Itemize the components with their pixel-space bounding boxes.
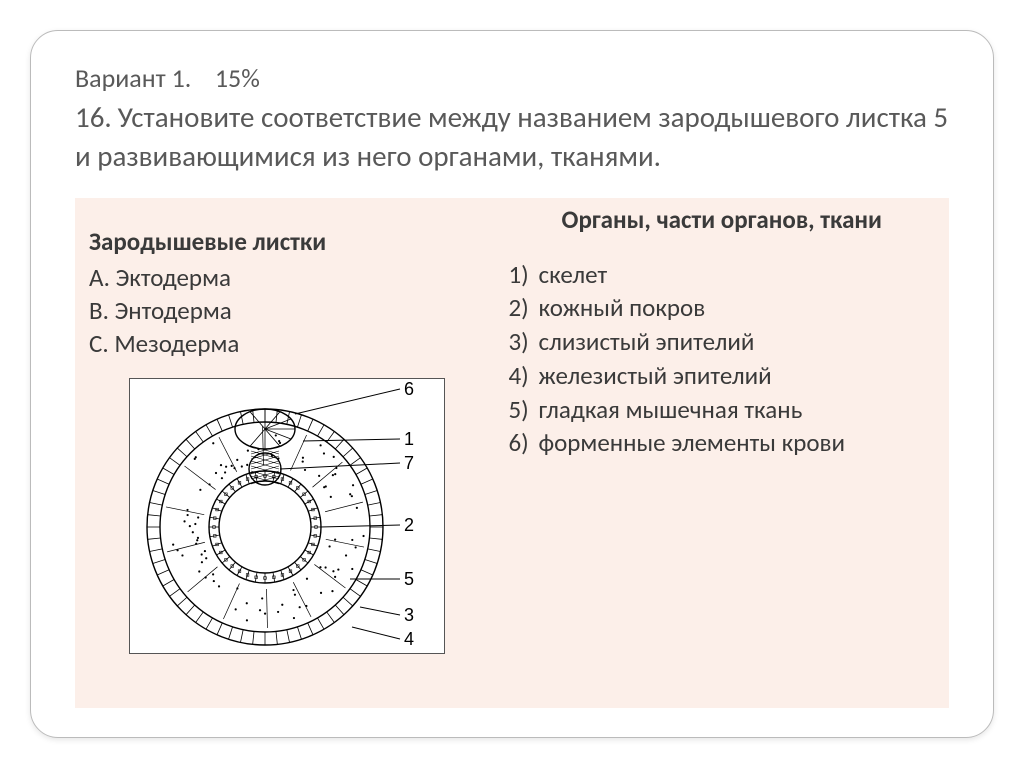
svg-text:4: 4 bbox=[404, 629, 414, 649]
organ-item-3: 3) слизистый эпителий bbox=[509, 325, 935, 359]
germ-letter: А. bbox=[89, 262, 110, 293]
left-column: Зародышевые листки А. Эктодерма В. Энтод… bbox=[75, 198, 495, 708]
variant-label: Вариант 1. bbox=[75, 62, 191, 94]
variant-line: Вариант 1. 15% bbox=[75, 61, 949, 96]
organ-item-6: 6) форменные элементы крови bbox=[509, 426, 935, 460]
svg-text:7: 7 bbox=[404, 453, 414, 473]
embryo-diagram: 6 1 7 2 5 3 4 bbox=[129, 378, 445, 654]
organ-text: гладкая мышечная ткань bbox=[539, 393, 935, 427]
organ-text: кожный покров bbox=[539, 291, 935, 325]
question-line: 16. Установите соответствие между назван… bbox=[75, 98, 949, 176]
content-card: Вариант 1. 15% 16. Установите соответств… bbox=[30, 30, 994, 738]
germ-letter: В. bbox=[89, 295, 109, 326]
germ-item-a: А. Эктодерма bbox=[89, 261, 485, 294]
organ-num: 2) bbox=[509, 291, 539, 325]
diagram-wrap: 6 1 7 2 5 3 4 bbox=[89, 378, 485, 658]
percent-label: 15% bbox=[215, 62, 260, 94]
svg-text:6: 6 bbox=[404, 379, 414, 399]
organ-text: скелет bbox=[539, 258, 935, 292]
germ-layers-title: Зародышевые листки bbox=[89, 226, 485, 257]
germ-label: Энтодерма bbox=[115, 295, 232, 326]
organ-text: слизистый эпителий bbox=[539, 325, 935, 359]
germ-letter: С. bbox=[89, 328, 109, 359]
right-column: Органы, части органов, ткани 1) скелет 2… bbox=[495, 198, 949, 708]
organ-item-5: 5) гладкая мышечная ткань bbox=[509, 393, 935, 427]
germ-label: Мезодерма bbox=[114, 328, 239, 359]
embryo-svg: 6 1 7 2 5 3 4 bbox=[130, 379, 444, 653]
organ-num: 4) bbox=[509, 359, 539, 393]
organ-item-2: 2) кожный покров bbox=[509, 291, 935, 325]
organ-num: 3) bbox=[509, 325, 539, 359]
organ-num: 5) bbox=[509, 393, 539, 427]
germ-label: Эктодерма bbox=[116, 262, 231, 293]
organs-title: Органы, части органов, ткани bbox=[509, 204, 935, 235]
svg-text:5: 5 bbox=[404, 569, 414, 589]
svg-text:2: 2 bbox=[404, 515, 414, 535]
organ-item-4: 4) железистый эпителий bbox=[509, 359, 935, 393]
organ-num: 1) bbox=[509, 258, 539, 292]
svg-text:3: 3 bbox=[404, 605, 414, 625]
germ-item-c: С. Мезодерма bbox=[89, 327, 485, 360]
organ-text: форменные элементы крови bbox=[539, 426, 935, 460]
question-number: 16. bbox=[75, 99, 112, 135]
organ-text: железистый эпителий bbox=[539, 359, 935, 393]
organ-item-1: 1) скелет bbox=[509, 258, 935, 292]
germ-item-b: В. Энтодерма bbox=[89, 294, 485, 327]
content-columns: Зародышевые листки А. Эктодерма В. Энтод… bbox=[75, 198, 949, 708]
organ-num: 6) bbox=[509, 426, 539, 460]
question-text: Установите соответствие между названием … bbox=[75, 99, 948, 174]
svg-text:1: 1 bbox=[404, 429, 414, 449]
slide: Вариант 1. 15% 16. Установите соответств… bbox=[0, 0, 1024, 768]
